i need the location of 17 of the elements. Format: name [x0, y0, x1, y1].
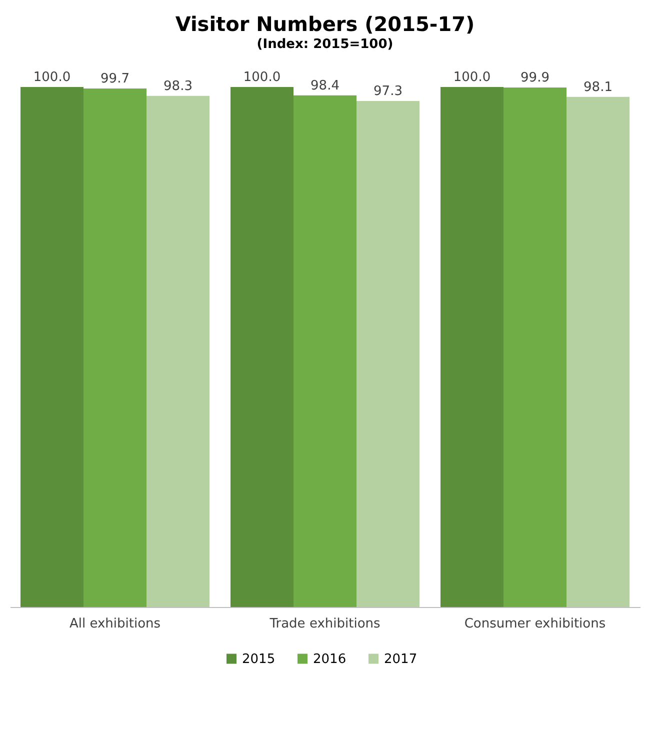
x-tick-label: Consumer exhibitions: [464, 616, 606, 632]
chart-subtitle: (Index: 2015=100): [256, 37, 394, 52]
x-tick-label: Trade exhibitions: [268, 616, 381, 632]
data-label: 100.0: [453, 70, 491, 85]
data-label: 100.0: [33, 70, 71, 85]
data-label: 98.3: [164, 78, 192, 94]
legend-label: 2017: [384, 652, 418, 667]
data-label: 98.1: [584, 80, 612, 95]
x-tick-label: All exhibitions: [69, 616, 161, 632]
legend-label: 2015: [242, 652, 276, 667]
data-label: 99.7: [100, 72, 130, 87]
data-label: 98.4: [310, 78, 340, 94]
data-label: 100.0: [243, 70, 281, 85]
data-label: 99.9: [520, 70, 550, 86]
legend-label: 2016: [313, 652, 346, 667]
chart-title: Visitor Numbers (2015-17): [175, 12, 475, 36]
data-label: 97.3: [374, 84, 402, 100]
